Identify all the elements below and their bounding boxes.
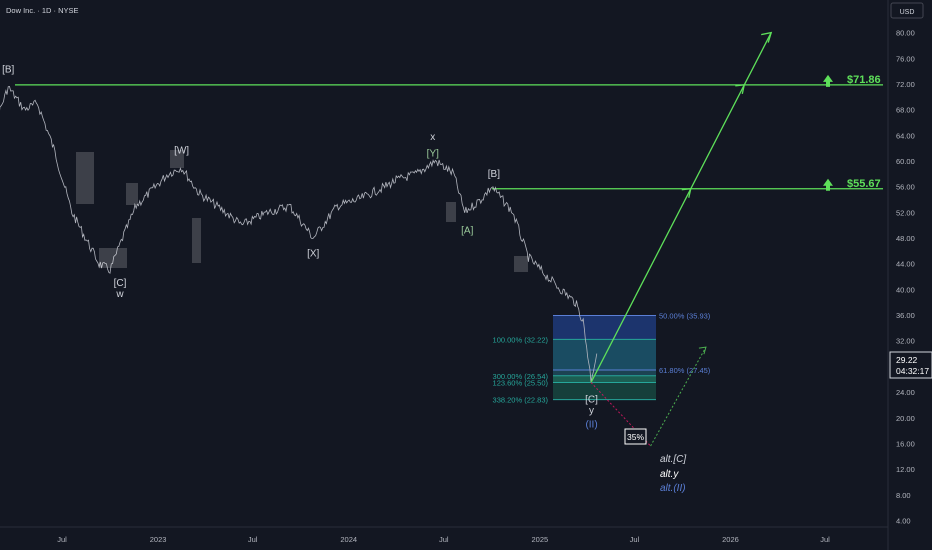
main-projection-tick-1: [681, 188, 692, 198]
pattern-box-6: [446, 202, 456, 222]
y-tick-label-7: 52.00: [896, 208, 915, 217]
x-tick-label-7: 2026: [722, 535, 739, 544]
y-tick-labels: 80.00 76.00 72.00 68.00 64.00 60.00 56.00 52.00…: [896, 29, 915, 526]
fib-label-2: 61.80% (27.45): [659, 366, 711, 375]
price-label-box: [889, 351, 932, 379]
wave-label-4: [X]: [307, 249, 319, 260]
current-price-label: 29.22 04:32:17: [889, 351, 932, 379]
probability-badge: 35%: [624, 428, 647, 445]
wave-label-8: [B]: [488, 169, 500, 180]
fib-band-bottom: [553, 382, 656, 400]
level-arrow-icon-1: [823, 178, 833, 191]
y-tick-label-11: 36.00: [896, 311, 915, 320]
wave-label-9: [C]: [585, 394, 598, 405]
x-tick-labels: Jul 2023 Jul 2024 Jul 2025 Jul 2026 Jul: [57, 535, 830, 544]
y-tick-label-19: 4.00: [896, 517, 911, 526]
pattern-box-1: [99, 248, 127, 268]
x-tick-label-3: 2024: [340, 535, 357, 544]
alt-projection-up: [650, 346, 707, 447]
wave-label-0: [B]: [2, 64, 14, 75]
y-tick-label-12: 32.00: [896, 337, 915, 346]
alt-label-ii: alt.(II): [660, 483, 686, 494]
fib-label-4: 123.60% (25.50): [493, 378, 549, 387]
wave-label-10: y: [589, 405, 594, 416]
price-series: [0, 86, 598, 383]
level-arrow-icon-0: [823, 74, 833, 87]
countdown: 04:32:17: [896, 366, 929, 376]
level-label-1: $55.67: [847, 178, 881, 190]
wave-label-7: [A]: [461, 226, 473, 237]
y-tick-label-2: 72.00: [896, 80, 915, 89]
pattern-box-3: [170, 150, 184, 168]
probability-box: [624, 428, 647, 445]
y-tick-label-10: 40.00: [896, 285, 915, 294]
x-tick-label-0: Jul: [57, 535, 67, 544]
y-tick-label-8: 48.00: [896, 234, 915, 243]
main-projection-line: [590, 32, 772, 383]
x-tick-label-6: Jul: [630, 535, 640, 544]
pattern-box-2: [126, 183, 138, 205]
x-tick-label-5: 2025: [532, 535, 549, 544]
pattern-box-0: [76, 152, 94, 204]
currency-label: USD: [900, 9, 915, 16]
wave-labels: [B][C]w[W][X]x[Y][A][B][C]y(II): [2, 64, 598, 430]
fib-label-5: 338.20% (22.83): [493, 396, 549, 405]
chart-title: Dow Inc. · 1D · NYSE: [6, 6, 79, 15]
fib-band-low: [553, 369, 656, 376]
wave-label-2: w: [115, 289, 124, 300]
y-tick-label-5: 60.00: [896, 157, 915, 166]
y-tick-label-15: 20.00: [896, 414, 915, 423]
fib-band-teal: [553, 375, 656, 383]
y-tick-label-9: 44.00: [896, 260, 915, 269]
probability-value: 35%: [627, 432, 644, 442]
x-tick-label-4: Jul: [439, 535, 449, 544]
price-line: [0, 86, 598, 383]
y-tick-label-4: 64.00: [896, 131, 915, 140]
fib-label-0: 50.00% (35.93): [659, 312, 711, 321]
wave-label-3: [W]: [174, 145, 189, 156]
y-tick-label-16: 16.00: [896, 439, 915, 448]
y-tick-label-0: 80.00: [896, 29, 915, 38]
alt-label-c: alt.[C]: [660, 454, 686, 465]
x-tick-label-1: 2023: [150, 535, 167, 544]
level-label-0: $71.86: [847, 74, 881, 86]
y-tick-label-17: 12.00: [896, 465, 915, 474]
x-tick-label-8: Jul: [820, 535, 830, 544]
main-projection-arrowhead: [761, 31, 773, 43]
x-tick-label-2: Jul: [248, 535, 258, 544]
fib-zone: 50.00% (35.93) 100.00% (32.22) 61.80% (27.…: [493, 312, 711, 405]
wave-label-6: [Y]: [427, 148, 439, 159]
pattern-box-5: [514, 256, 528, 272]
fib-band-mid: [553, 339, 656, 370]
main-projection-tick-0: [735, 84, 746, 94]
alt-projection-arrowhead: [698, 346, 707, 355]
wave-label-1: [C]: [114, 278, 127, 289]
fib-band-top: [553, 315, 656, 340]
fib-label-3: 300.00% (26.54): [493, 372, 549, 381]
axes-layer: [0, 0, 889, 550]
currency-badge[interactable]: [890, 2, 924, 19]
y-tick-label-3: 68.00: [896, 106, 915, 115]
wave-label-11: (II): [585, 419, 597, 430]
current-price: 29.22: [896, 355, 918, 365]
y-tick-label-14: 24.00: [896, 388, 915, 397]
fib-label-1: 100.00% (32.22): [493, 335, 549, 344]
horizontal-levels: $71.86 $55.67: [15, 74, 883, 191]
wave-label-5: x: [430, 132, 435, 143]
alt-label-y: alt.y: [660, 469, 679, 480]
y-tick-label-6: 56.00: [896, 183, 915, 192]
pattern-box-4: [192, 218, 201, 263]
y-tick-label-18: 8.00: [896, 491, 911, 500]
y-tick-label-1: 76.00: [896, 54, 915, 63]
